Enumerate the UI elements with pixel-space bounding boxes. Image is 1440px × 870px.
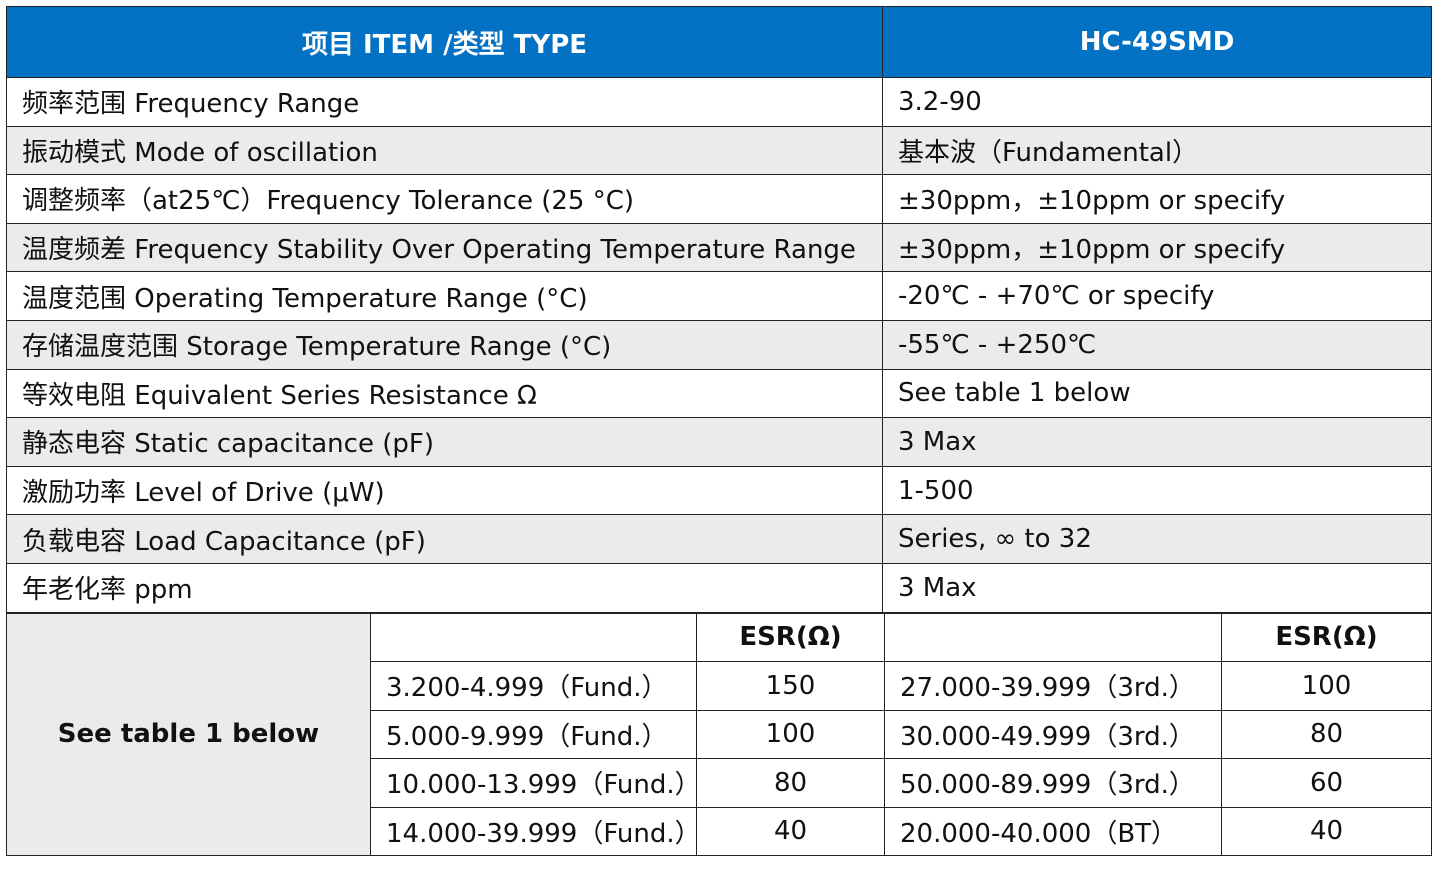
row-label: 激励功率 Level of Drive (μW) — [6, 465, 883, 516]
table-row: 静态电容 Static capacitance (pF) 3 Max — [6, 417, 1432, 467]
esr-blank-header — [370, 612, 697, 663]
esr-left-range: 5.000-9.999（Fund.） — [370, 709, 697, 760]
row-label: 存储温度范围 Storage Temperature Range (°C) — [6, 319, 883, 370]
row-value: 1-500 — [882, 465, 1432, 516]
esr-table-label: See table 1 below — [6, 612, 371, 857]
row-value: ±30ppm，±10ppm or specify — [882, 222, 1432, 273]
row-label: 负载电容 Load Capacitance (pF) — [6, 514, 883, 564]
table-row: 激励功率 Level of Drive (μW) 1-500 — [6, 465, 1432, 516]
row-label: 等效电阻 Equivalent Series Resistance Ω — [6, 368, 883, 419]
table-row: 调整频率（at25℃）Frequency Tolerance (25 °C) ±3… — [6, 174, 1432, 224]
esr-right-value: 100 — [1221, 661, 1432, 711]
table-row: 负载电容 Load Capacitance (pF) Series, ∞ to 3… — [6, 514, 1432, 564]
row-label: 年老化率 ppm — [6, 562, 883, 613]
table-row: 等效电阻 Equivalent Series Resistance Ω See t… — [6, 368, 1432, 419]
model-header: HC-49SMD — [882, 6, 1432, 78]
esr-header-left: ESR(Ω) — [696, 612, 885, 663]
esr-header-row: See table 1 below ESR(Ω) ESR(Ω) — [6, 612, 1432, 857]
row-value: 基本波（Fundamental） — [882, 125, 1432, 176]
row-value: 3.2-90 — [882, 77, 1432, 127]
table-row: 14.000-39.999（Fund.） 40 20.000-40.000（BT… — [7, 806, 1432, 857]
table-row: 5.000-9.999（Fund.） 100 30.000-49.999（3rd… — [7, 709, 1432, 760]
esr-blank-header — [884, 612, 1222, 663]
esr-right-value: 60 — [1221, 758, 1432, 808]
spec-header-row: 项目 ITEM /类型 TYPE HC-49SMD — [6, 6, 1432, 78]
row-value: See table 1 below — [882, 368, 1432, 419]
spec-table: 项目 ITEM /类型 TYPE HC-49SMD 频率范围 Frequency… — [6, 6, 1432, 613]
esr-right-range: 30.000-49.999（3rd.） — [884, 709, 1222, 760]
table-row: 年老化率 ppm 3 Max — [6, 562, 1432, 613]
esr-left-value: 150 — [696, 661, 885, 711]
row-label: 温度频差 Frequency Stability Over Operating … — [6, 222, 883, 273]
table-row: 3.200-4.999（Fund.） 150 27.000-39.999（3rd… — [7, 661, 1432, 711]
row-label: 温度范围 Operating Temperature Range (°C) — [6, 271, 883, 321]
table-row: 温度范围 Operating Temperature Range (°C) -20… — [6, 271, 1432, 321]
esr-left-range: 10.000-13.999（Fund.） — [370, 758, 697, 808]
esr-left-value: 80 — [696, 758, 885, 808]
item-type-header: 项目 ITEM /类型 TYPE — [6, 6, 883, 78]
table-row: 存储温度范围 Storage Temperature Range (°C) -55… — [6, 319, 1432, 370]
table-row: 10.000-13.999（Fund.） 80 50.000-89.999（3r… — [7, 758, 1432, 808]
esr-left-range: 14.000-39.999（Fund.） — [370, 806, 697, 857]
table-row: 振动模式 Mode of oscillation 基本波（Fundamental） — [6, 125, 1432, 176]
row-label: 静态电容 Static capacitance (pF) — [6, 417, 883, 467]
esr-right-value: 40 — [1221, 806, 1432, 857]
row-value: -20℃ - +70℃ or specify — [882, 271, 1432, 321]
spec-sheet: 项目 ITEM /类型 TYPE HC-49SMD 频率范围 Frequency… — [6, 6, 1432, 857]
esr-table: See table 1 below ESR(Ω) ESR(Ω) 3.200-4.… — [6, 612, 1432, 857]
row-value: 3 Max — [882, 417, 1432, 467]
row-label: 频率范围 Frequency Range — [6, 77, 883, 127]
table-row: 温度频差 Frequency Stability Over Operating … — [6, 222, 1432, 273]
esr-right-range: 50.000-89.999（3rd.） — [884, 758, 1222, 808]
esr-left-value: 100 — [696, 709, 885, 760]
row-value: Series, ∞ to 32 — [882, 514, 1432, 564]
row-label: 振动模式 Mode of oscillation — [6, 125, 883, 176]
row-value: ±30ppm，±10ppm or specify — [882, 174, 1432, 224]
row-value: 3 Max — [882, 562, 1432, 613]
row-value: -55℃ - +250℃ — [882, 319, 1432, 370]
esr-left-value: 40 — [696, 806, 885, 857]
esr-right-range: 27.000-39.999（3rd.） — [884, 661, 1222, 711]
row-label: 调整频率（at25℃）Frequency Tolerance (25 °C) — [6, 174, 883, 224]
esr-right-range: 20.000-40.000（BT） — [884, 806, 1222, 857]
esr-left-range: 3.200-4.999（Fund.） — [370, 661, 697, 711]
table-row: 频率范围 Frequency Range 3.2-90 — [6, 77, 1432, 127]
esr-right-value: 80 — [1221, 709, 1432, 760]
esr-header-right: ESR(Ω) — [1221, 612, 1432, 663]
